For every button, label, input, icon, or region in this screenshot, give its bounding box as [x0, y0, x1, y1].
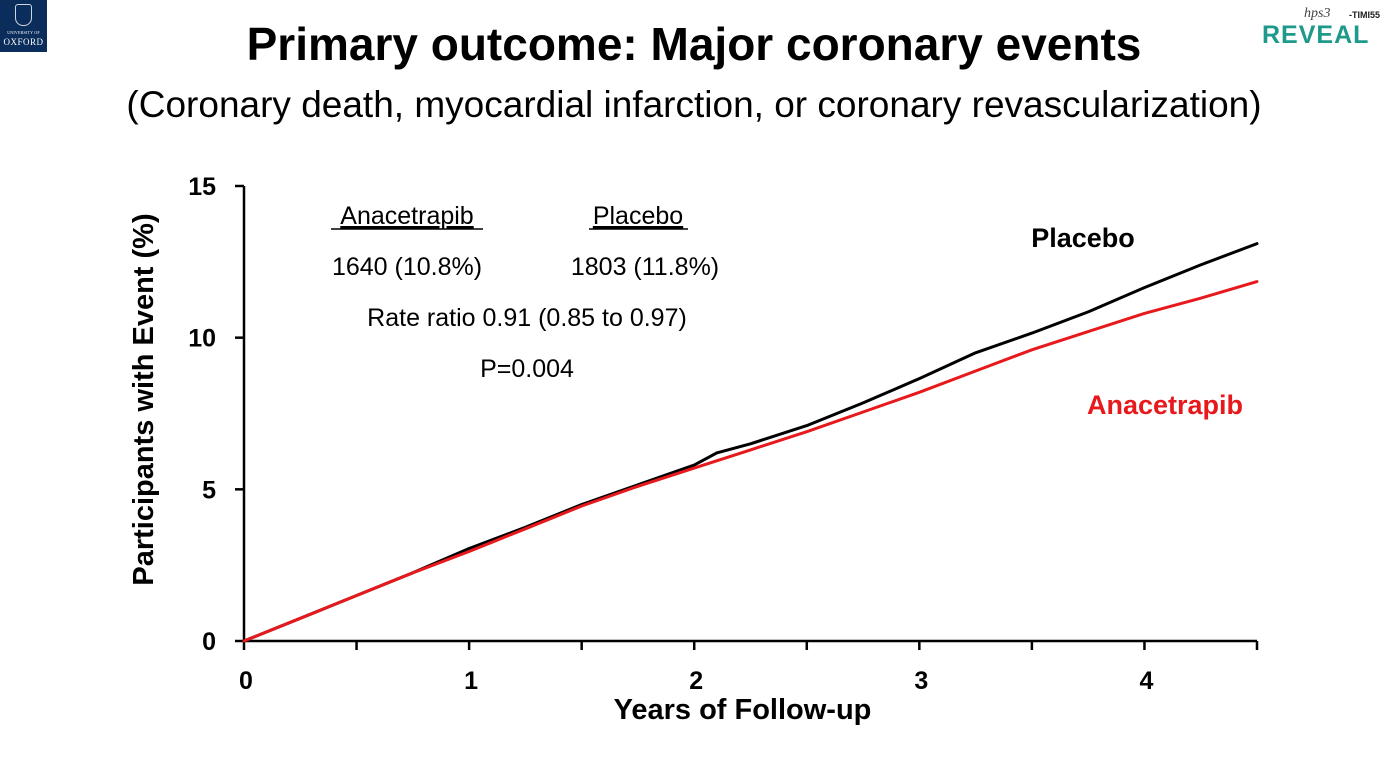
series-label-placebo: Placebo	[1031, 223, 1135, 253]
crest-icon	[15, 4, 32, 26]
oxford-logo-small-text: UNIVERSITY OF	[7, 30, 40, 35]
x-tick-label: 2	[689, 667, 703, 695]
series-label-anacetrapib: Anacetrapib	[1087, 390, 1243, 420]
reveal-logo-sub: -TIMI55	[1348, 10, 1380, 20]
reveal-logo-word: REVEAL	[1262, 21, 1370, 49]
chart-axes: 0 5 10 15 0 1 2 3 4	[188, 173, 1259, 695]
reveal-logo-scribble: hps3	[1304, 6, 1331, 21]
y-tick-label: 15	[188, 173, 216, 201]
slide-subtitle: (Coronary death, myocardial infarction, …	[126, 84, 1262, 125]
series-line-anacetrapib	[242, 280, 1259, 643]
y-tick-label: 5	[202, 476, 216, 504]
x-tick-label: 4	[1139, 667, 1153, 695]
x-tick-label: 1	[464, 667, 478, 695]
oxford-logo-word: OXFORD	[3, 37, 44, 47]
annotation-placebo-value: 1803 (11.8%)	[571, 253, 719, 281]
x-tick-label: 0	[239, 667, 253, 695]
x-axis-title: Years of Follow-up	[614, 694, 872, 726]
x-tick-label: 3	[914, 667, 928, 695]
annotation-anacetrapib-header: Anacetrapib	[340, 202, 473, 230]
y-tick-label: 0	[202, 628, 216, 656]
annotation-anacetrapib-value: 1640 (10.8%)	[332, 253, 482, 281]
oxford-logo: UNIVERSITY OF OXFORD	[0, 0, 47, 52]
slide-title: Primary outcome: Major coronary events	[246, 18, 1142, 70]
annotation-p-value: P=0.004	[480, 355, 574, 383]
y-tick-label: 10	[188, 325, 216, 353]
chart-series-layer	[242, 242, 1259, 643]
annotation-placebo-header: Placebo	[593, 202, 683, 230]
y-axis-title: Participants with Event (%)	[128, 213, 160, 585]
annotation-rate-ratio: Rate ratio 0.91 (0.85 to 0.97)	[367, 304, 687, 332]
reveal-logo: hps3 -TIMI55 REVEAL	[1262, 4, 1382, 49]
